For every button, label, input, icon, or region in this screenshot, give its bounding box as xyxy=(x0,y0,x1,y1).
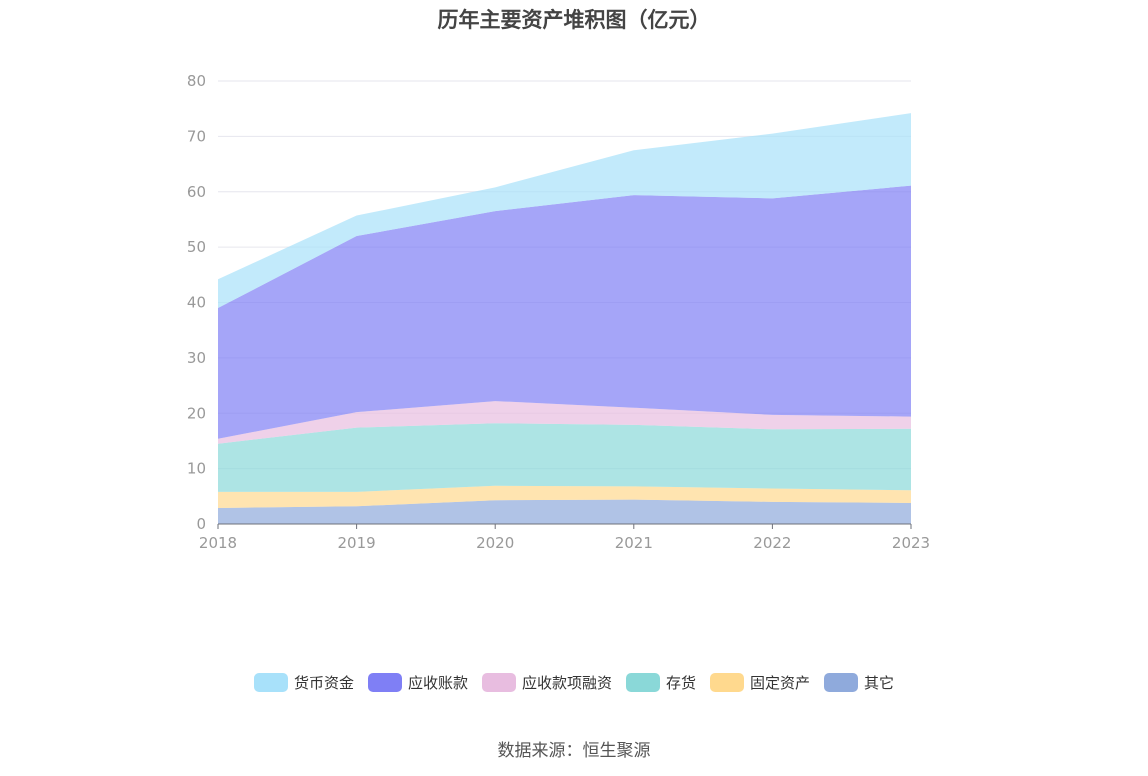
axes: 0 10 20 30 40 50 60 70 80 2018 2019 2020 2021 2022 202… xyxy=(187,72,930,552)
legend-swatch xyxy=(824,673,859,692)
area-货币资金 xyxy=(218,113,911,309)
legend-label: 应收款项融资 xyxy=(521,674,612,692)
area-应收账款 xyxy=(218,185,911,439)
y-tick-label: 30 xyxy=(187,349,206,367)
legend: 货币资金 应收账款 应收款项融资 存货 固定资产 其它 xyxy=(0,672,1148,693)
legend-swatch xyxy=(253,673,288,692)
area-其它 xyxy=(218,499,911,524)
y-tick-label: 40 xyxy=(187,294,206,312)
y-tick-label: 0 xyxy=(196,515,206,533)
y-tick-label: 50 xyxy=(187,238,206,256)
area-应收款项融资 xyxy=(218,401,911,444)
legend-item[interactable]: 应收账款 xyxy=(367,672,468,693)
x-tick-label: 2020 xyxy=(476,534,514,552)
legend-label: 应收账款 xyxy=(407,674,468,692)
legend-label: 固定资产 xyxy=(750,674,811,692)
legend-item[interactable]: 货币资金 xyxy=(253,672,354,693)
stacked-area-chart: 0 10 20 30 40 50 60 70 80 2018 2019 2020 2021 2022 202… xyxy=(187,72,930,552)
legend-swatch xyxy=(626,673,660,692)
x-tick-label: 2018 xyxy=(199,534,237,552)
x-tick-label: 2019 xyxy=(338,534,376,552)
y-tick-label: 60 xyxy=(187,183,206,201)
legend-swatch xyxy=(481,673,516,692)
legend-item[interactable]: 其它 xyxy=(824,672,894,693)
y-tick-label: 80 xyxy=(187,72,206,90)
x-tick-label: 2022 xyxy=(753,534,791,552)
legend-swatch xyxy=(367,673,402,692)
legend-item[interactable]: 应收款项融资 xyxy=(481,672,612,693)
chart-title: 历年主要资产堆积图（亿元） xyxy=(437,8,711,32)
x-tick-label: 2023 xyxy=(892,534,930,552)
area-固定资产 xyxy=(218,485,911,508)
y-tick-label: 70 xyxy=(187,127,206,145)
y-tick-label: 20 xyxy=(187,404,206,422)
legend-item[interactable]: 固定资产 xyxy=(710,672,810,693)
y-tick-label: 10 xyxy=(187,460,206,478)
x-tick-label: 2021 xyxy=(615,534,653,552)
data-source-note: 数据来源：恒生聚源 xyxy=(497,741,651,761)
area-存货 xyxy=(218,423,911,492)
legend-item[interactable]: 存货 xyxy=(626,672,696,693)
legend-label: 存货 xyxy=(666,674,697,692)
legend-label: 货币资金 xyxy=(293,674,354,692)
legend-swatch xyxy=(710,673,745,692)
area-series xyxy=(218,113,911,524)
legend-label: 其它 xyxy=(864,674,895,692)
